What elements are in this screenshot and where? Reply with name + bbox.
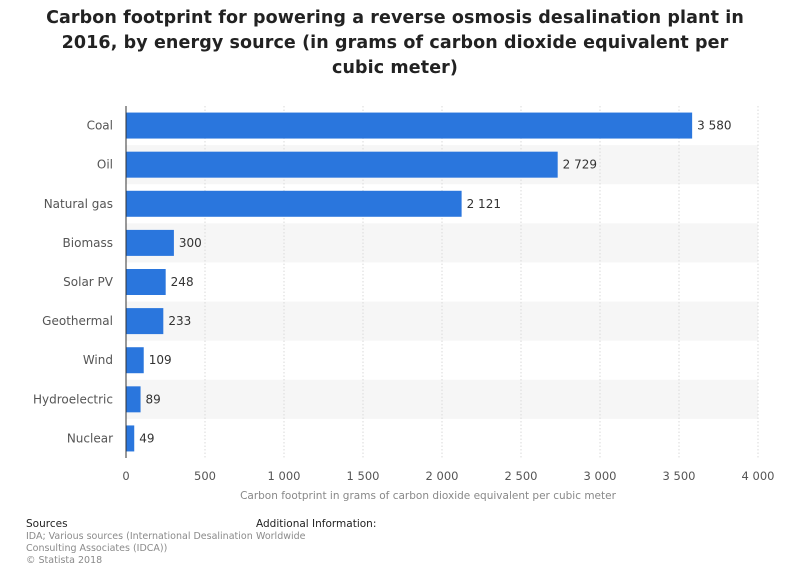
y-category-label: Geothermal: [42, 314, 113, 328]
chart-title-line: Carbon footprint for powering a reverse …: [46, 8, 744, 28]
y-category-label: Wind: [83, 353, 113, 367]
y-category-label: Hydroelectric: [33, 392, 113, 406]
bar-value-label: 3 580: [697, 119, 731, 133]
chart-title: Carbon footprint for powering a reverse …: [30, 6, 760, 81]
y-category-label: Coal: [87, 119, 113, 133]
bar: [126, 347, 144, 374]
y-category-label: Biomass: [63, 236, 113, 250]
bar: [126, 190, 462, 217]
bar: [126, 112, 693, 139]
x-axis-title: Carbon footprint in grams of carbon diox…: [240, 490, 617, 502]
sources-line: Consulting Associates (IDCA)): [26, 543, 168, 554]
bar-value-label: 2 729: [563, 158, 597, 172]
bar-value-label: 49: [139, 431, 154, 445]
y-category-label: Natural gas: [44, 197, 113, 211]
sources-block: Sources IDA; Various sources (Internatio…: [26, 518, 253, 567]
x-tick-label: 1 500: [347, 469, 380, 483]
bar-value-label: 300: [179, 236, 202, 250]
x-tick-label: 4 000: [742, 469, 775, 483]
additional-info-line: Worldwide: [256, 531, 306, 542]
bar: [126, 386, 141, 413]
x-tick-label: 500: [194, 469, 216, 483]
bar: [126, 425, 135, 452]
sources-line: IDA; Various sources (International Desa…: [26, 531, 253, 542]
y-category-label: Solar PV: [63, 275, 114, 289]
bar: [126, 269, 166, 295]
additional-info-block: Additional Information: Worldwide: [256, 518, 376, 543]
copyright-line: © Statista 2018: [26, 555, 103, 566]
chart-title-line: cubic meter): [332, 58, 458, 78]
y-category-label: Oil: [97, 158, 113, 172]
x-tick-label: 2 500: [505, 469, 538, 483]
bar: [126, 229, 174, 256]
bar-value-label: 109: [149, 353, 172, 367]
x-tick-label: 2 000: [426, 469, 459, 483]
sources-heading: Sources: [26, 518, 68, 530]
bar-value-label: 2 121: [467, 197, 501, 211]
bar: [126, 151, 558, 178]
chart-title-line: 2016, by energy source (in grams of carb…: [61, 33, 729, 53]
bar-value-label: 233: [168, 314, 191, 328]
y-category-label: Nuclear: [67, 431, 113, 445]
bar: [126, 308, 164, 335]
additional-info-heading: Additional Information:: [256, 518, 377, 530]
x-tick-label: 1 000: [268, 469, 301, 483]
x-tick-label: 3 500: [663, 469, 696, 483]
x-tick-label: 3 000: [584, 469, 617, 483]
x-tick-label: 0: [122, 469, 129, 483]
bar-value-label: 248: [171, 275, 194, 289]
bar-value-label: 89: [146, 392, 161, 406]
row-band: [126, 379, 758, 419]
